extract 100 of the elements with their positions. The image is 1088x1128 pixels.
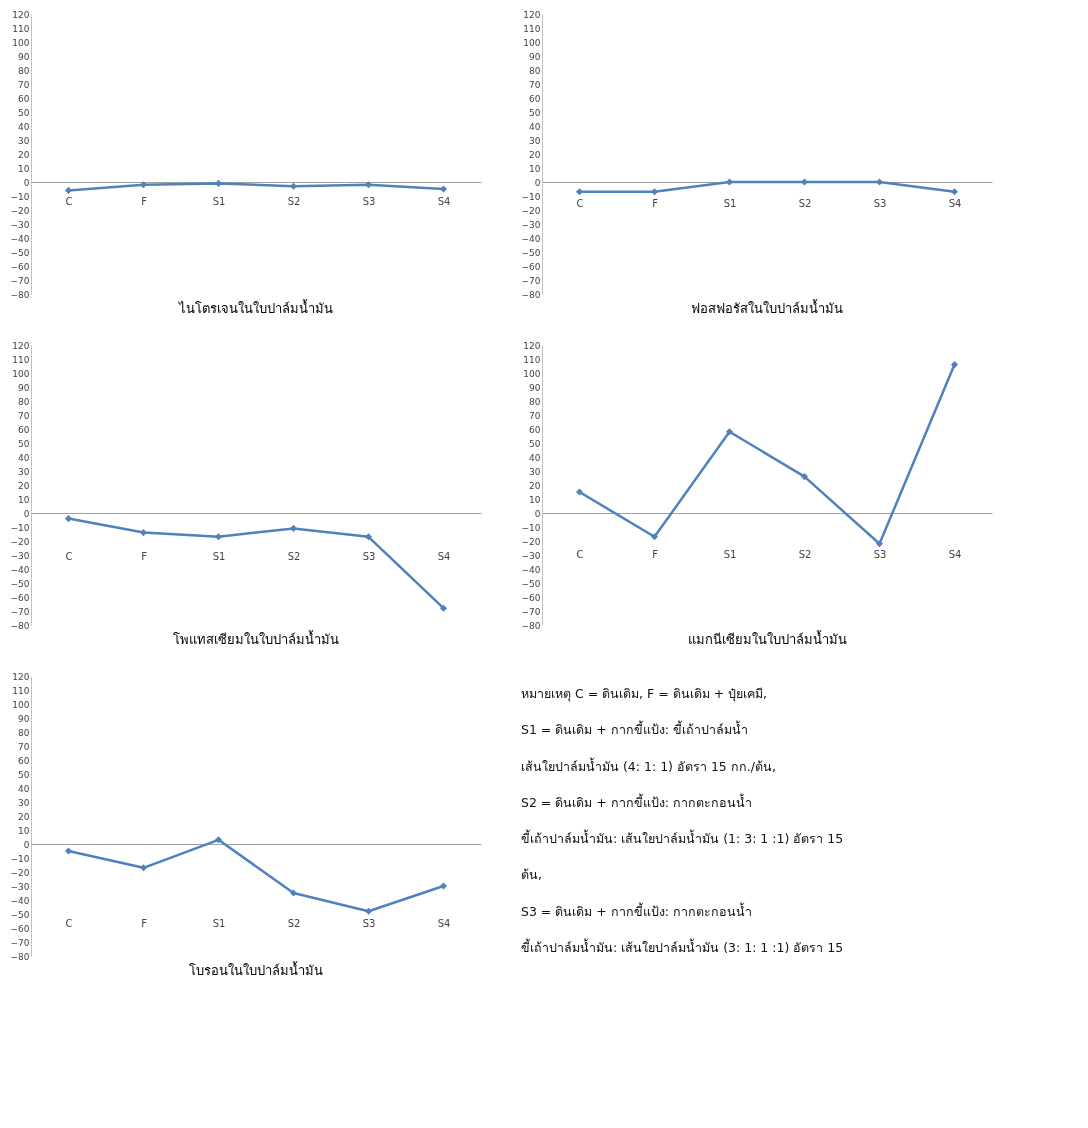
point: [289, 524, 298, 532]
point: [364, 533, 373, 541]
point: [575, 488, 584, 496]
point: [64, 515, 73, 523]
y-tick-label: −80: [521, 620, 541, 631]
y-tick-label: 110: [12, 685, 30, 696]
y-tick-label: −50: [521, 578, 541, 589]
point: [64, 847, 73, 855]
x-tick-label: S2: [798, 197, 812, 209]
y-tick-label: 40: [529, 121, 541, 132]
x-tick-label: S1: [212, 917, 226, 929]
y-tick-label: −40: [521, 564, 541, 575]
point: [875, 540, 884, 548]
point: [439, 882, 448, 890]
y-tick-label: 100: [12, 699, 30, 710]
text: ไนโตรเจนในใบปาล์มน้ำมัน: [178, 299, 333, 316]
y-tick-label: −60: [10, 592, 30, 603]
y-tick-label: −60: [521, 592, 541, 603]
y-tick-label: −10: [10, 191, 30, 202]
text: ต้น,: [521, 867, 542, 883]
y-tick-label: 60: [18, 93, 30, 104]
x-tick-label: S2: [798, 548, 812, 560]
y-tick-label: −80: [10, 620, 30, 631]
y-tick-label: 110: [523, 23, 541, 34]
y-tick-label: −40: [10, 564, 30, 575]
text: S1 = ดินเดิม + กากขี้แป้ง: ขี้เถ้าปาล์มน้ำ: [521, 720, 748, 738]
y-tick-label: 110: [12, 23, 30, 34]
x-tick-label: C: [576, 548, 584, 560]
point: [800, 473, 809, 481]
point: [364, 907, 373, 915]
y-tick-label: 110: [12, 354, 30, 365]
point: [439, 604, 448, 612]
x-tick-label: S1: [723, 197, 737, 209]
y-tick-label: −70: [10, 937, 30, 948]
x-tick-label: S2: [287, 550, 301, 562]
x-tick-label: S2: [287, 195, 301, 207]
y-tick-label: 100: [523, 368, 541, 379]
point: [289, 889, 298, 897]
y-tick-label: −50: [10, 909, 30, 920]
y-tick-label: −10: [521, 522, 541, 533]
y-tick-label: 10: [529, 163, 541, 174]
x-tick-label: S2: [287, 917, 301, 929]
point: [725, 428, 734, 436]
y-tick-label: 70: [18, 79, 30, 90]
y-tick-label: 50: [529, 438, 541, 449]
y-tick-label: 60: [18, 424, 30, 435]
y-tick-label: 90: [529, 51, 541, 62]
y-tick-label: 20: [18, 811, 30, 822]
x-tick-label: S4: [948, 548, 962, 560]
x-tick-label: F: [141, 550, 148, 562]
text: หมายเหตุ C = ดินเดิม, F = ดินเดิม + ปุ๋ยเคมี,: [521, 686, 768, 703]
x-tick-label: C: [65, 550, 73, 562]
text: ขี้เถ้าปาล์มน้ำมัน: เส้นใยปาล์มน้ำมัน (3: 1: 1 :1) อัตรา 15: [521, 937, 844, 955]
y-tick-label: −20: [521, 536, 541, 547]
x-tick-label: C: [576, 197, 584, 209]
x-tick-label: S1: [723, 548, 737, 560]
x-tick-label: F: [141, 917, 148, 929]
y-tick-label: 0: [534, 177, 541, 188]
y-tick-label: −20: [10, 536, 30, 547]
y-tick-label: −80: [10, 289, 30, 300]
y-tick-label: 60: [529, 93, 541, 104]
y-tick-label: −60: [10, 261, 30, 272]
y-tick-label: 70: [18, 410, 30, 421]
x-tick-label: S4: [437, 195, 451, 207]
y-tick-label: 30: [18, 135, 30, 146]
y-tick-label: 0: [23, 839, 30, 850]
y-tick-label: −10: [521, 191, 541, 202]
point: [139, 529, 148, 537]
point: [64, 186, 73, 194]
y-tick-label: −30: [10, 550, 30, 561]
y-tick-label: −40: [521, 233, 541, 244]
y-tick-label: 50: [18, 107, 30, 118]
y-tick-label: −50: [521, 247, 541, 258]
y-tick-label: 50: [18, 769, 30, 780]
y-tick-label: −60: [521, 261, 541, 272]
y-tick-label: 110: [523, 354, 541, 365]
y-tick-label: −30: [10, 881, 30, 892]
x-tick-label: S3: [362, 917, 376, 929]
y-tick-label: 20: [18, 480, 30, 491]
y-tick-label: −30: [521, 550, 541, 561]
y-tick-label: 40: [18, 783, 30, 794]
y-tick-label: 90: [18, 713, 30, 724]
y-tick-label: 70: [18, 741, 30, 752]
y-tick-label: 100: [12, 368, 30, 379]
y-tick-label: −50: [10, 247, 30, 258]
text: โบรอนในใบปาล์มน้ำมัน: [189, 961, 323, 978]
y-tick-label: −70: [10, 606, 30, 617]
y-tick-label: −30: [521, 219, 541, 230]
x-tick-label: C: [65, 195, 73, 207]
x-tick-label: C: [65, 917, 73, 929]
x-tick-label: F: [652, 197, 659, 209]
text: S3 = ดินเดิม + กากขี้แป้ง: กากตะกอนน้ำ: [521, 901, 752, 919]
y-tick-label: 10: [18, 825, 30, 836]
y-tick-label: −40: [10, 233, 30, 244]
x-tick-label: S1: [212, 195, 226, 207]
y-tick-label: 10: [18, 163, 30, 174]
y-tick-label: 90: [18, 382, 30, 393]
y-tick-label: 10: [18, 494, 30, 505]
point: [214, 836, 223, 844]
y-tick-label: −60: [10, 923, 30, 934]
